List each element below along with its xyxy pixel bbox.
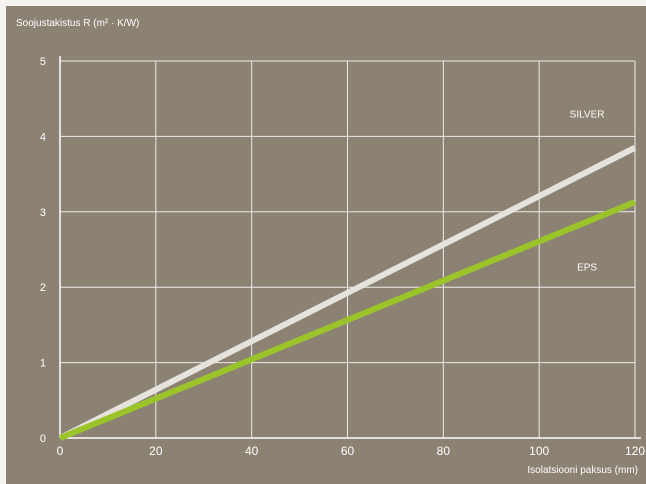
series-line-eps [58,199,637,441]
x-tick-label: 80 [437,444,451,458]
x-tick-label: 60 [341,444,355,458]
chart-panel: 0 20 40 60 80 100 120 0 1 2 3 4 5 SILVER EPS Soojustak… [6,6,646,484]
y-tick-label: 0 [40,433,46,445]
line-chart: 0 20 40 60 80 100 120 0 1 2 3 4 5 SILVER EPS [40,56,645,458]
x-tick-label: 100 [529,444,549,458]
series-line-silver [58,145,637,441]
y-axis-title: Soojustakistus R (m² · K/W) [16,18,140,29]
y-tick-label: 2 [40,282,46,294]
y-tick-label: 3 [40,207,46,219]
x-tick-label: 40 [245,444,259,458]
series-label: SILVER [570,110,605,121]
x-tick-label: 0 [57,444,64,458]
y-tick-label: 5 [40,56,46,68]
x-tick-label: 120 [625,444,645,458]
y-tick-label: 4 [40,131,46,143]
x-tick-label: 20 [149,444,163,458]
x-axis-title: Isolatsiooni paksus (mm) [527,465,638,476]
series-label: EPS [577,263,597,274]
y-tick-label: 1 [40,358,46,370]
